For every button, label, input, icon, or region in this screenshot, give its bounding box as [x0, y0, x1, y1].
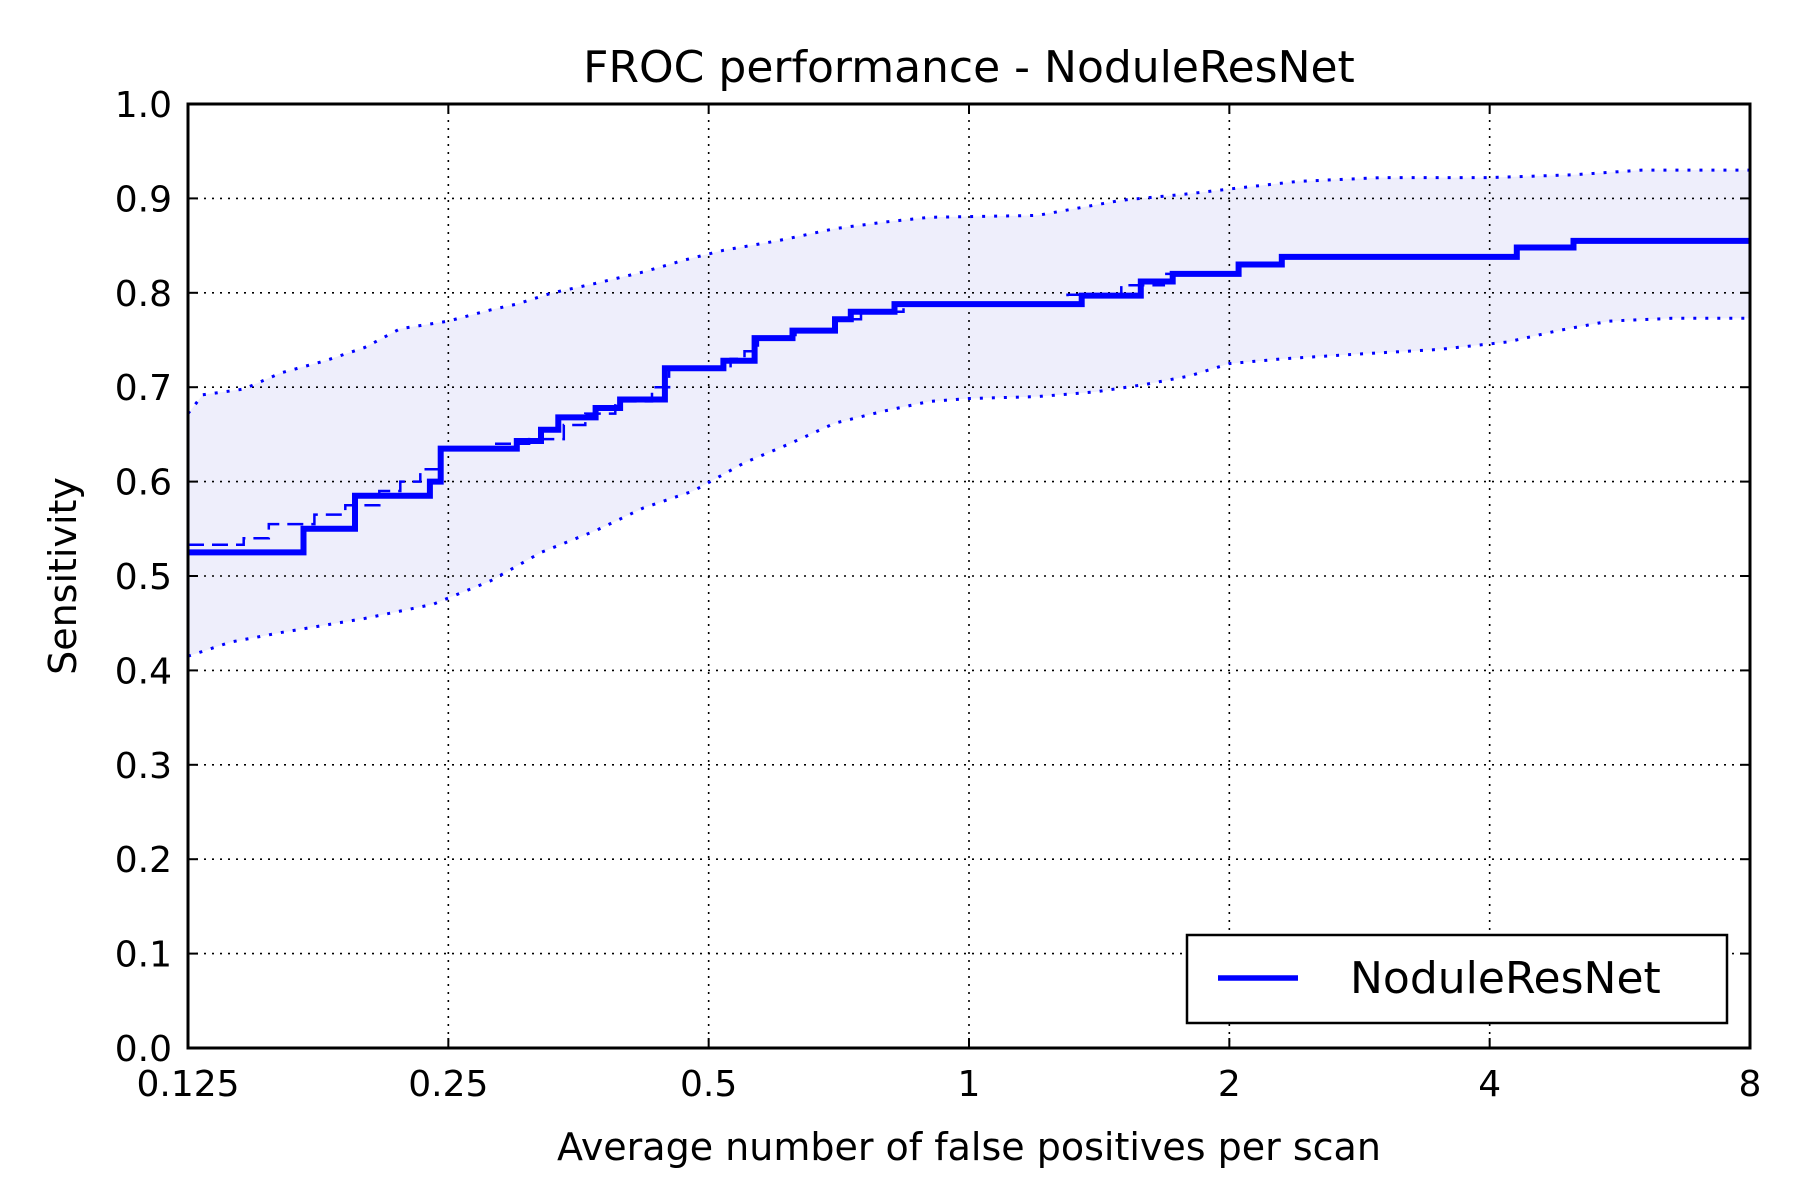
axis-ticks: 0.125 0.25 0.5 1 2 4 8 0.0 0.1 0.2 0.3 0.4 0.5 0.6 0.7…	[115, 85, 1762, 1105]
y-tick-label: 1.0	[115, 85, 172, 126]
series-line-noduleresnet	[188, 237, 1750, 556]
confidence-band	[188, 170, 1750, 657]
x-tick-label: 2	[1218, 1064, 1241, 1105]
y-tick-label: 0.7	[115, 368, 172, 409]
x-tick-label: 4	[1478, 1064, 1501, 1105]
legend-label-noduleresnet: NoduleResNet	[1350, 953, 1661, 1004]
y-tick-label: 0.9	[115, 179, 172, 220]
y-tick-label: 0.0	[115, 1029, 172, 1070]
x-tick-label: 1	[958, 1064, 981, 1105]
x-tick-label: 0.125	[136, 1064, 239, 1105]
series-line-upper-bound	[186, 168, 1750, 415]
x-tick-label: 8	[1739, 1064, 1762, 1105]
x-axis-title: Average number of false positives per sc…	[557, 1125, 1381, 1169]
y-axis-title: Sensitivity	[41, 477, 85, 675]
x-tick-label: 0.25	[408, 1064, 488, 1105]
y-tick-label: 0.4	[115, 651, 172, 692]
y-tick-label: 0.6	[115, 463, 172, 504]
y-tick-label: 0.3	[115, 746, 172, 787]
y-tick-label: 0.1	[115, 935, 172, 976]
x-tick-label: 0.5	[680, 1064, 737, 1105]
plot-area	[186, 104, 1750, 1048]
legend: NoduleResNet	[1185, 933, 1729, 1025]
y-tick-label: 0.2	[115, 840, 172, 881]
chart-title: FROC performance - NoduleResNet	[583, 42, 1355, 93]
y-tick-label: 0.8	[115, 274, 172, 315]
y-tick-label: 0.5	[115, 557, 172, 598]
